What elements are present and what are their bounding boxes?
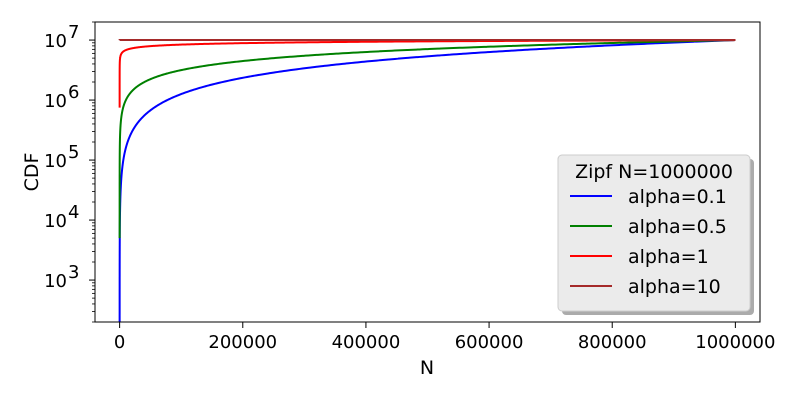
x-tick-label: 0	[114, 332, 125, 353]
y-tick-label-exponent: 4	[68, 202, 79, 223]
y-tick-label-exponent: 3	[68, 262, 79, 283]
legend-box	[557, 154, 751, 312]
y-tick-label-exponent: 5	[68, 142, 79, 163]
y-tick-label: 10	[44, 91, 67, 112]
legend-entries: alpha=0.1 alpha=0.5 alpha=1 alpha=10	[570, 186, 727, 298]
x-tick-label: 400000	[332, 332, 401, 353]
x-tick-label: 1000000	[695, 332, 775, 353]
y-tick-label-exponent: 6	[68, 82, 79, 103]
y-tick-label-exponent: 7	[68, 22, 79, 43]
series-layer	[118, 39, 736, 322]
y-tick-label: 10	[44, 271, 67, 292]
plot-frame	[94, 21, 761, 323]
y-tick-label: 10	[44, 31, 67, 52]
legend-title: Zipf N=1000000	[575, 161, 733, 183]
legend: Zipf N=1000000 alpha=0.1 alpha=0.5 alpha=1…	[557, 154, 754, 315]
y-tick-label: 10	[44, 211, 67, 232]
y-tick-label: 10	[44, 151, 67, 172]
legend-label: alpha=0.5	[628, 216, 727, 238]
legend-label: alpha=1	[628, 246, 709, 268]
series-line-alpha-0-5	[118, 39, 736, 239]
legend-label: alpha=0.1	[628, 186, 727, 208]
x-axis-label: N	[420, 357, 434, 379]
x-tick-label: 200000	[208, 332, 277, 353]
x-tick-label: 600000	[455, 332, 524, 353]
x-axis-ticks: 0 200000 400000 600000 800000 1000000	[114, 322, 775, 353]
legend-label: alpha=10	[628, 276, 721, 298]
x-tick-label: 800000	[578, 332, 647, 353]
y-axis-label: CDF	[21, 153, 43, 192]
